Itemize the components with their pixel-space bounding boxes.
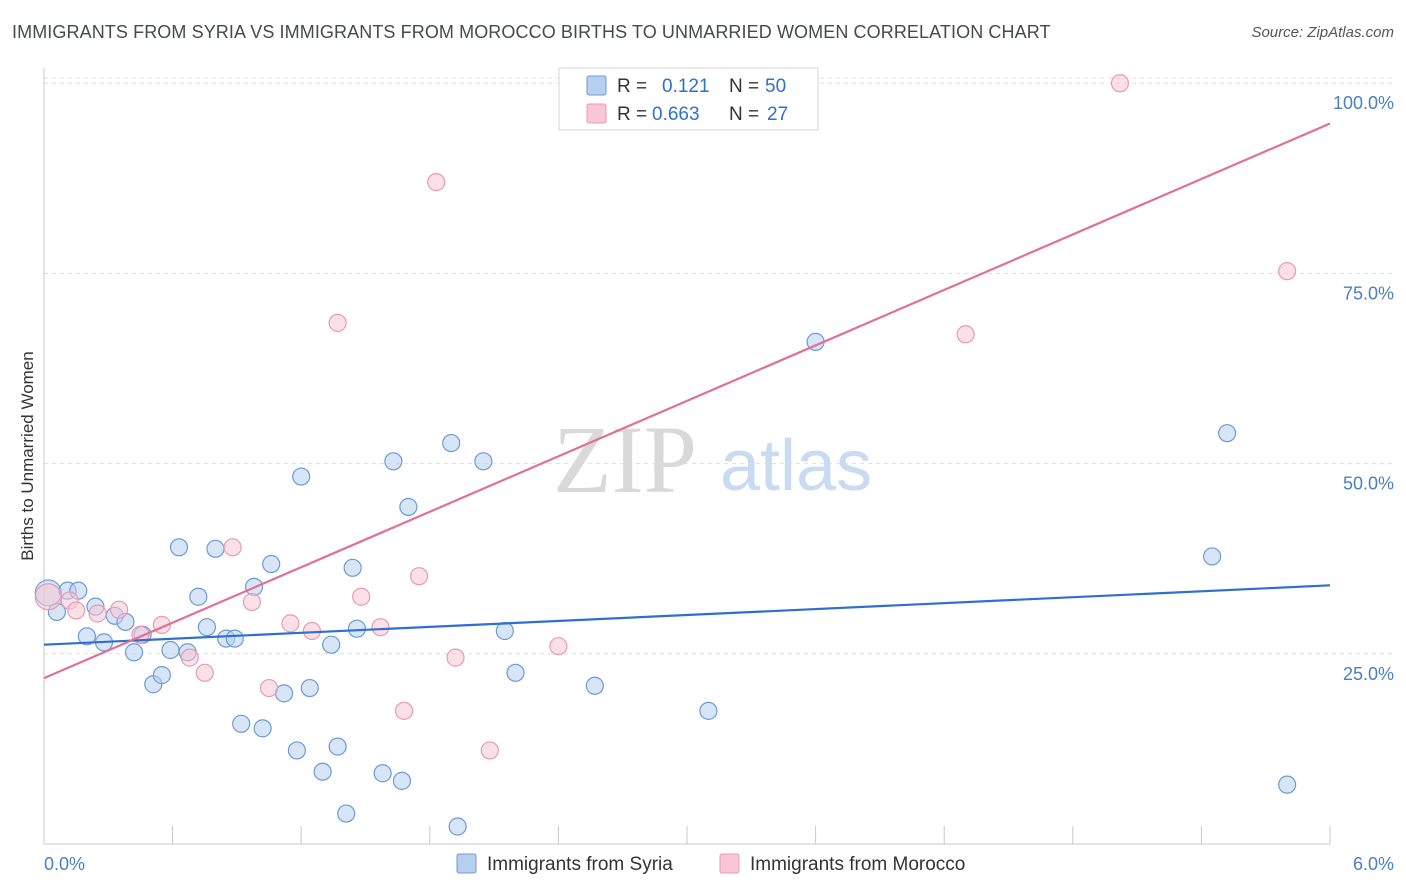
point-syria [328, 737, 347, 756]
point-syria [347, 619, 367, 638]
point-syria [506, 663, 525, 682]
point-syria [169, 538, 189, 557]
point-syria [152, 666, 171, 685]
point-syria [373, 764, 392, 783]
grid-lines [44, 77, 1394, 655]
legend-r-value-morocco: 0.663 [652, 104, 700, 125]
data-points [34, 74, 1297, 836]
point-morocco [281, 614, 300, 633]
point-syria [253, 719, 272, 738]
y-tick-labels: 25.0% 50.0% 75.0% 100.0% [1333, 93, 1394, 684]
point-syria [585, 676, 604, 695]
bottom-legend: Immigrants from Syria Immigrants from Mo… [456, 853, 965, 875]
point-syria [300, 678, 319, 698]
bottom-legend-swatch-morocco [719, 853, 740, 874]
point-syria [206, 539, 225, 558]
legend: R = 0.121 N = 50 R = 0.663 N = 27 [558, 67, 819, 131]
trend-line-morocco [43, 122, 1331, 680]
point-morocco [109, 600, 129, 619]
watermark-zip: ZIP [553, 406, 697, 513]
point-syria [225, 629, 244, 648]
legend-swatch-syria [586, 75, 607, 96]
point-syria [197, 618, 216, 637]
legend-r-label-morocco: R = [617, 104, 647, 125]
point-morocco [427, 173, 446, 192]
point-morocco [242, 592, 262, 612]
point-morocco [88, 604, 107, 623]
watermark-atlas: atlas [720, 426, 872, 506]
point-syria [124, 643, 144, 662]
y-tick-label: 25.0% [1343, 664, 1394, 684]
point-morocco [259, 678, 279, 698]
point-syria [77, 627, 96, 646]
legend-n-label-morocco: N = [729, 104, 759, 125]
x-tick-label-min: 0.0% [44, 854, 85, 874]
point-syria [1218, 424, 1237, 443]
point-syria [343, 558, 362, 577]
legend-n-value-morocco: 27 [767, 104, 788, 125]
trend-lines [43, 122, 1331, 680]
y-tick-label: 100.0% [1333, 93, 1394, 113]
point-syria [287, 741, 307, 760]
point-morocco [371, 618, 390, 637]
point-morocco [446, 648, 465, 667]
point-syria [262, 554, 281, 574]
trend-line-syria [43, 584, 1331, 646]
point-syria [313, 762, 332, 781]
point-morocco [195, 663, 214, 682]
point-morocco [1278, 262, 1297, 281]
point-syria [189, 587, 208, 606]
bottom-legend-label-morocco: Immigrants from Morocco [750, 854, 965, 875]
source-label: Source: ZipAtlas.com [1251, 24, 1394, 41]
point-morocco [549, 637, 568, 656]
legend-n-value-syria: 50 [765, 76, 786, 97]
point-morocco [352, 587, 371, 606]
point-syria [1278, 775, 1297, 794]
x-tick-label-max: 6.0% [1353, 854, 1394, 874]
chart-title: IMMIGRANTS FROM SYRIA VS IMMIGRANTS FROM… [12, 22, 1051, 42]
point-syria [292, 467, 311, 486]
y-tick-label: 75.0% [1343, 283, 1394, 303]
point-syria [322, 635, 341, 654]
point-syria [399, 497, 418, 517]
legend-n-label-syria: N = [729, 76, 759, 97]
point-morocco [180, 648, 199, 667]
point-syria [337, 804, 356, 823]
bottom-legend-swatch-syria [456, 853, 477, 874]
bottom-legend-label-syria: Immigrants from Syria [487, 854, 673, 875]
axes [43, 68, 1331, 845]
point-morocco [409, 567, 429, 586]
point-morocco [328, 313, 347, 332]
point-syria [161, 640, 180, 660]
legend-r-label-syria: R = [617, 76, 647, 97]
point-syria [495, 621, 514, 641]
point-syria [474, 452, 493, 471]
legend-swatch-morocco [586, 103, 607, 124]
point-morocco [394, 701, 414, 720]
point-morocco [34, 583, 62, 611]
point-syria [442, 433, 461, 453]
point-morocco [956, 325, 975, 344]
point-morocco [1110, 74, 1130, 93]
y-axis-label: Births to Unmarried Women [18, 351, 37, 560]
point-morocco [480, 741, 499, 760]
point-syria [1203, 547, 1222, 566]
y-tick-label: 50.0% [1343, 474, 1394, 494]
point-syria [232, 714, 251, 733]
point-syria [699, 701, 718, 720]
legend-r-value-syria: 0.121 [662, 76, 710, 97]
point-morocco [67, 601, 86, 620]
x-tick-labels: 0.0% 6.0% [44, 854, 1394, 874]
point-syria [448, 817, 467, 836]
point-morocco [223, 538, 242, 557]
point-syria [384, 452, 403, 471]
point-syria [392, 771, 412, 790]
